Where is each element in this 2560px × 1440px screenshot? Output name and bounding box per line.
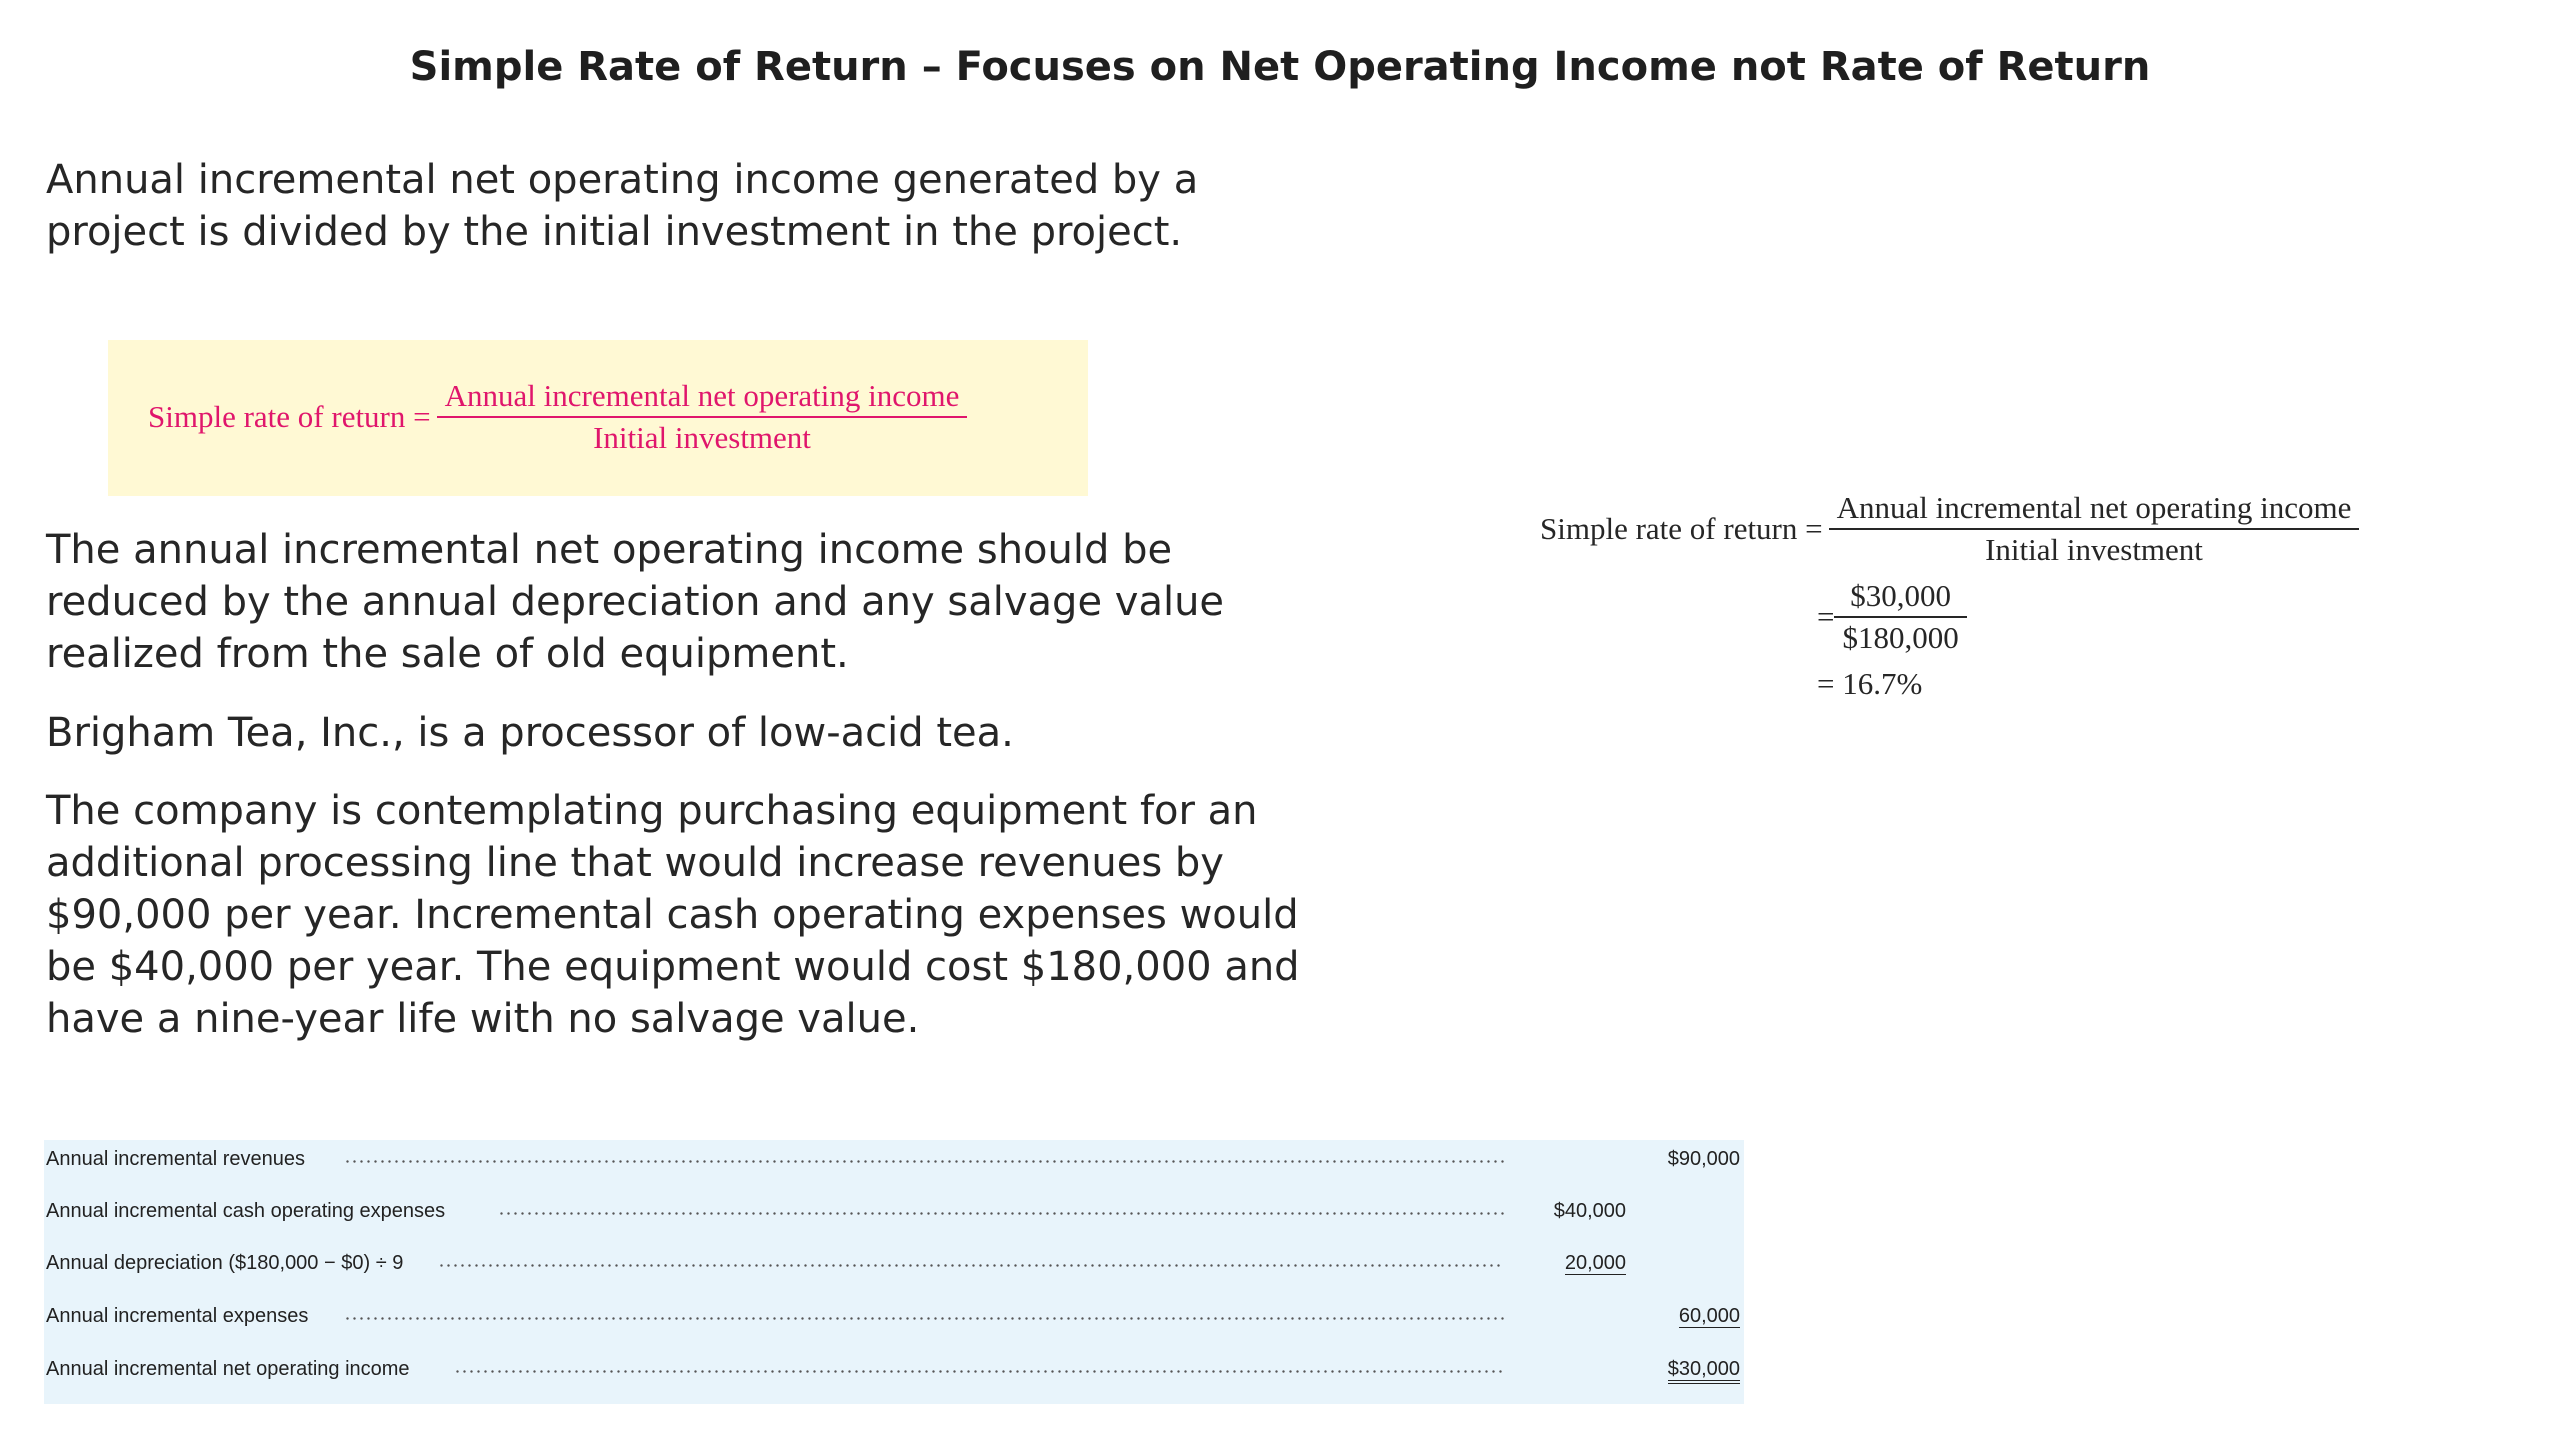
intro-paragraph: Annual incremental net operating income … [46,157,1199,255]
dot-leader [344,1317,1504,1320]
row-label: Annual depreciation ($180,000 − $0) ÷ 9 [46,1252,404,1274]
row-label: Annual incremental net operating income [46,1358,410,1380]
row-label: Annual incremental revenues [46,1148,306,1170]
table-row: Annual incremental net operating income … [44,1350,1744,1390]
company-intro: Brigham Tea, Inc., is a processor of low… [46,710,1014,756]
dot-leader [438,1264,1504,1267]
calc-result: = 16.7% [1817,666,1923,701]
calc-formula-row: Simple rate of return = Annual increment… [1540,490,2360,568]
formula-numerator: Annual incremental net operating income [444,378,960,413]
table-row: Annual incremental cash operating expens… [44,1192,1744,1232]
slide-title: Simple Rate of Return – Focuses on Net O… [409,44,2151,90]
formula-fraction: Annual incremental net operating income … [436,378,968,456]
row-label: Annual incremental expenses [46,1305,309,1327]
row-col1: $40,000 [1553,1200,1626,1222]
calc-denominator: Initial investment [1828,528,2360,568]
row-col2: 60,000 [1678,1305,1740,1328]
dot-leader [498,1212,1504,1215]
row-col2: $30,000 [1640,1358,1740,1384]
dot-leader [454,1370,1504,1373]
row-col1: 20,000 [1564,1252,1626,1275]
table-row: Annual incremental expenses 60,000 [44,1297,1744,1337]
table-row: Annual depreciation ($180,000 − $0) ÷ 9 … [44,1244,1744,1284]
calc-equals: = [1817,599,1835,634]
calc-lhs: Simple rate of return = [1540,511,1823,546]
calc-num-value: $30,000 [1850,578,1951,613]
calc-numerator: Annual incremental net operating income [1836,490,2352,525]
calc-den-value: $180,000 [1834,616,1967,656]
formula-lhs: Simple rate of return = [148,399,431,434]
depreciation-note: The annual incremental net operating inc… [46,527,1225,677]
formula-denominator: Initial investment [436,416,968,456]
simple-rate-formula: Simple rate of return = Annual increment… [148,378,968,456]
income-table: Annual incremental revenues $90,000 Annu… [44,1140,1744,1404]
calc-values-fraction: $30,000 $180,000 [1834,578,1967,656]
company-scenario: The company is contemplating purchasing … [46,788,1300,1042]
row-label: Annual incremental cash operating expens… [46,1200,446,1222]
calc-values-row: = $30,000 $180,000 [1817,578,1967,656]
formula-box: Simple rate of return = Annual increment… [108,340,1088,496]
table-row: Annual incremental revenues $90,000 [44,1140,1744,1180]
calc-fraction: Annual incremental net operating income … [1828,490,2360,568]
row-col2: $90,000 [1667,1148,1740,1170]
dot-leader [344,1160,1504,1163]
